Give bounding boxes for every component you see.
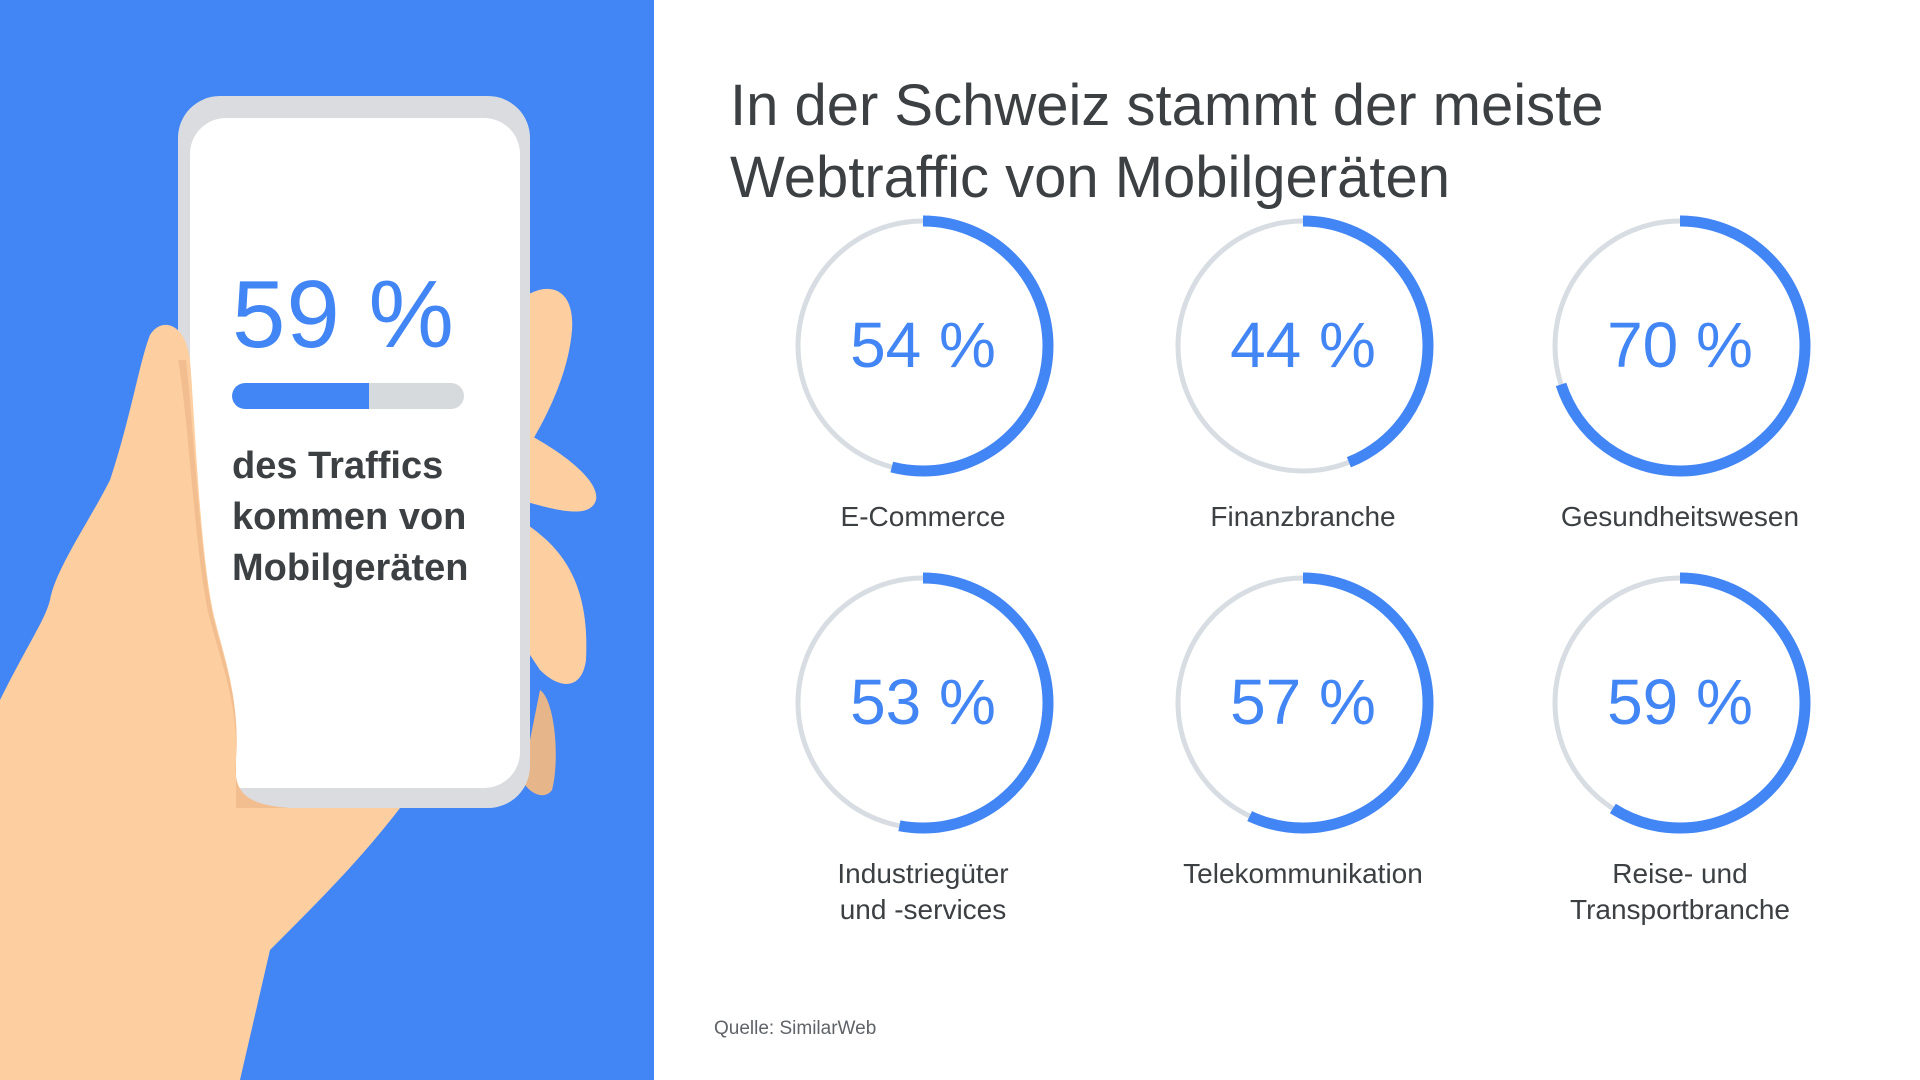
donut-category-label-line: und -services	[839, 894, 1007, 925]
donut-chart	[1172, 572, 1434, 834]
left-illustration-panel: 59 % des Traffics kommen von Mobilgeräte…	[0, 0, 654, 1080]
donut-chart	[792, 572, 1054, 834]
source-note: Quelle: SimilarWeb	[714, 1018, 877, 1039]
donut-category-label-line: Telekommunikation	[1183, 858, 1423, 889]
hero-caption-line: kommen von	[232, 496, 467, 538]
donut-card: 57 % Telekommunikation	[1123, 523, 1483, 889]
hand-holding-phone-illustration	[0, 96, 597, 1080]
donut-card: 70 % Gesundheitswesen	[1500, 166, 1860, 532]
hero-caption-line: des Traffics	[232, 445, 444, 487]
donut-category-label: Finanzbranche	[1123, 499, 1483, 535]
donut-value-arc	[1172, 572, 1434, 834]
donut-value-label: 70 %	[1607, 309, 1753, 381]
donut-card: 59 % Reise- und Transportbranche	[1500, 523, 1860, 925]
donut-card: 54 % E-Commerce	[743, 166, 1103, 532]
page-title: In der Schweiz stammt der meiste Webtraf…	[730, 70, 1880, 214]
donut-chart	[1549, 215, 1811, 477]
donut-value-arc	[792, 215, 1054, 477]
donut-chart	[1549, 572, 1811, 834]
donut-category-label-line: Finanzbranche	[1210, 501, 1396, 532]
donut-value-arc	[792, 572, 1054, 834]
donut-value-label: 59 %	[1607, 666, 1753, 738]
hero-stat: 59 % des Traffics kommen von Mobilgeräte…	[232, 265, 522, 594]
donut-value-arc	[1172, 215, 1434, 477]
donut-category-label-line: Industriegüter	[837, 858, 1009, 889]
hero-percentage: 59 %	[232, 261, 455, 368]
donut-category-label: Reise- und Transportbranche	[1500, 856, 1860, 928]
donut-category-label-line: Transportbranche	[1570, 894, 1790, 925]
donut-value-arc	[1549, 572, 1811, 834]
donut-value-label: 44 %	[1230, 309, 1376, 381]
donut-value-arc	[1549, 215, 1811, 477]
donut-category-label-line: Reise- und	[1612, 858, 1748, 889]
donut-category-label-line: E-Commerce	[840, 501, 1006, 532]
hero-progress-fill	[232, 383, 369, 409]
donut-category-label: Industriegüter und -services	[743, 856, 1103, 928]
donut-chart	[1172, 215, 1434, 477]
hero-caption: des Traffics kommen von Mobilgeräten	[232, 441, 522, 594]
donut-card: 44 % Finanzbranche	[1123, 166, 1483, 532]
donut-category-label: E-Commerce	[743, 499, 1103, 535]
donut-chart	[792, 215, 1054, 477]
hero-caption-line: Mobilgeräten	[232, 547, 469, 589]
page-title-line: In der Schweiz stammt der meiste	[730, 73, 1604, 138]
donut-category-label: Telekommunikation	[1123, 856, 1483, 892]
page-title-line: Webtraffic von Mobilgeräten	[730, 145, 1451, 210]
donut-category-label-line: Gesundheitswesen	[1560, 501, 1800, 532]
hero-progress-bar	[232, 383, 464, 409]
donut-card: 53 % Industriegüter und -services	[743, 523, 1103, 925]
donut-value-label: 57 %	[1230, 666, 1376, 738]
donut-value-label: 54 %	[850, 309, 996, 381]
donut-value-label: 53 %	[850, 666, 996, 738]
donut-category-label: Gesundheitswesen	[1500, 499, 1860, 535]
